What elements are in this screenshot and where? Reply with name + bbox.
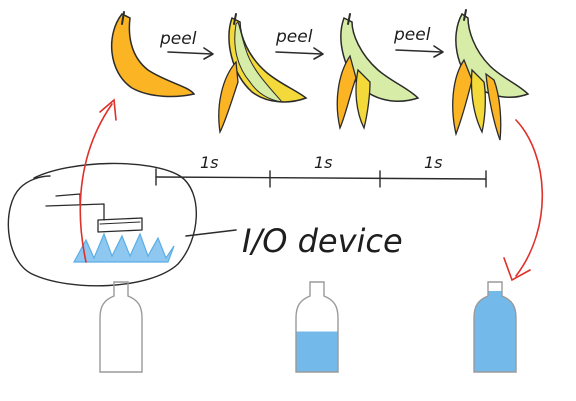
- bottle-empty: [99, 281, 143, 373]
- bottle-half-filled: [295, 281, 339, 373]
- red-arrow-to-banana: [79, 98, 117, 263]
- peel-arrow-3: peel: [393, 25, 444, 58]
- bottle-outline: [473, 281, 517, 373]
- bottle-full: [473, 281, 517, 373]
- faucet-icon: [45, 193, 143, 233]
- peel-label-1: peel: [159, 29, 197, 49]
- banana-whole: [110, 11, 196, 98]
- peel-arrow-2: peel: [275, 27, 324, 60]
- banana-peel-2: [336, 13, 420, 131]
- io-device: I/O device: [7, 162, 403, 287]
- water-spray-icon: [72, 232, 175, 263]
- timeline-interval-label-3: 1s: [424, 153, 443, 172]
- io-device-label: I/O device: [242, 222, 403, 260]
- peel-label-3: peel: [393, 25, 431, 45]
- red-arrow-to-bottle: [503, 119, 544, 282]
- banana-peeled-fully: [452, 9, 530, 141]
- timeline-interval-label-1: 1s: [200, 153, 219, 172]
- peel-label-2: peel: [275, 27, 313, 47]
- bottle-outline: [295, 281, 339, 373]
- io-device-outline: [7, 162, 198, 287]
- bottle-water-fill: [296, 331, 338, 372]
- timeline: 1s 1s 1s: [155, 153, 487, 188]
- peel-arrow-1: peel: [159, 29, 214, 60]
- bottle-outline: [99, 281, 143, 373]
- bottle-water-fill: [474, 291, 516, 372]
- banana-peel-1: [218, 13, 308, 135]
- timeline-interval-label-2: 1s: [314, 153, 333, 172]
